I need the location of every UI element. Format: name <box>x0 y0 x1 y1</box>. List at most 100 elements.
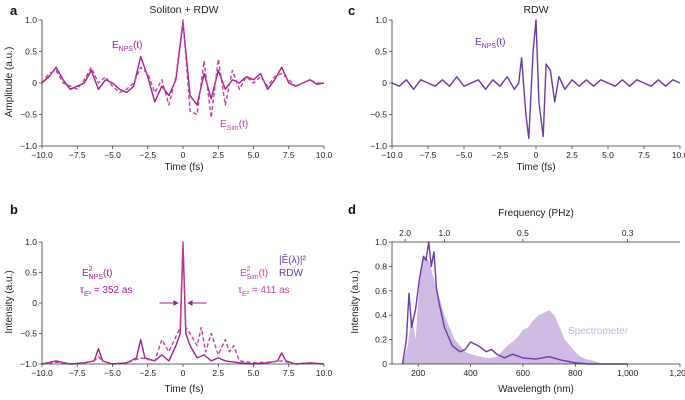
panel-d: d Frequency (PHz) 200 400 600 800 1,000 1,20 0… <box>279 202 685 395</box>
y-tick-label-b: 1.0 <box>25 237 37 247</box>
anno-a2-sub: Sim <box>227 125 239 132</box>
y-tick-label-d: 0.2 <box>375 335 387 345</box>
anno-a2-main: E <box>220 119 227 130</box>
y-tick-label-a: 1.0 <box>25 15 37 25</box>
x-tick-label-c: 7.5 <box>638 150 650 160</box>
x-tick-label-b: −7.5 <box>69 368 86 378</box>
panel-d-top-xlabel: Frequency (PHz) <box>498 208 574 219</box>
anno-b1-arg: (t) <box>103 268 112 279</box>
y-tick-label-d: 0.4 <box>375 310 387 320</box>
x-tick-label-c: 10.0 <box>672 150 685 160</box>
anno-a1-sub: NPS <box>119 46 134 53</box>
anno-b3-arg: (t) <box>259 268 268 279</box>
panel-d-annotation-rdw: RDW <box>279 268 303 279</box>
fwhm-arrowhead-left <box>173 300 179 306</box>
panel-a-ylabel: Amplitude (a.u.) <box>4 47 15 118</box>
fwhm-arrowhead-right <box>187 300 193 306</box>
y-tick-label-c: 1.0 <box>375 15 387 25</box>
panel-b-annotation-tau-nps: τE² = 352 as <box>80 285 132 298</box>
anno-b3-sub: Sim <box>247 274 259 281</box>
y-tick-label-c: −0.5 <box>370 110 387 120</box>
anno-c1-sub: NPS <box>482 43 497 50</box>
x-tick-label-d: 600 <box>516 368 530 378</box>
series-a-1 <box>41 19 324 119</box>
y-tick-label-d: 0 <box>382 359 387 369</box>
x-tick-label-d: 1,200 <box>669 368 685 378</box>
panel-d-annotation-spectrum: |Ẽ(λ)|² <box>279 253 307 266</box>
anno-a2-arg: (t) <box>239 119 248 130</box>
y-tick-label-d: 1.0 <box>375 237 387 247</box>
anno-b4-sub: E² <box>242 291 250 298</box>
panel-c-label: c <box>348 3 355 18</box>
x-tick-label-b: −5.0 <box>104 368 121 378</box>
y-tick-label-a: −1.0 <box>20 141 37 151</box>
anno-b2-sub: E² <box>84 291 92 298</box>
anno-a1-main: E <box>112 40 119 51</box>
series-c-0 <box>391 19 681 140</box>
x-tick-label-d: 200 <box>411 368 425 378</box>
x-tick-label-c: −7.5 <box>420 150 437 160</box>
top-tick-label-d: 0.3 <box>622 228 634 238</box>
x-tick-label-a: −5.0 <box>104 150 121 160</box>
panel-d-ylabel: Intensity (a.u.) <box>350 270 361 333</box>
anno-b1-sub: NPS <box>89 274 104 281</box>
panel-b-annotation-esim2: E2 Sim(t) <box>240 266 268 281</box>
x-tick-label-d: 400 <box>463 368 477 378</box>
panel-b-annotation-tau-sim: τE² = 411 as <box>238 285 290 298</box>
panel-a: a Soliton + RDW −10.0 −7.5 −5.0 −2.5 0 2.5 5.0… <box>4 3 333 173</box>
x-tick-label-b: −10.0 <box>31 368 53 378</box>
x-tick-label-b: 2.5 <box>212 368 224 378</box>
x-tick-label-b: 5.0 <box>248 368 260 378</box>
y-tick-label-a: −0.5 <box>20 110 37 120</box>
panel-b-annotation-enps2: E2 NPS(t) <box>82 266 112 281</box>
anno-b4-value: = 411 as <box>249 285 290 296</box>
panel-c-title: RDW <box>523 4 548 16</box>
plot-area-d: 200 400 600 800 1,000 1,200 0 0.2 0.4 0.6 0.8 1.0 2.… <box>375 228 685 378</box>
x-tick-label-a: 10.0 <box>316 150 333 160</box>
y-tick-label-c: −1.0 <box>370 141 387 151</box>
panel-d-annotation-spectrometer: Spectrometer <box>568 326 629 337</box>
panel-b-label: b <box>10 202 18 217</box>
x-tick-label-c: −5.0 <box>456 150 473 160</box>
y-tick-label-b: −0.5 <box>20 329 37 339</box>
anno-c1-main: E <box>475 37 482 48</box>
y-tick-label-b: −1.0 <box>20 359 37 369</box>
anno-b1-sup: 2 <box>89 266 93 273</box>
y-tick-label-b: 0.5 <box>25 268 37 278</box>
plot-area-c: −10.0 −7.5 −5.0 −2.5 0 2.5 5.0 7.5 10.0 −1.0 −0.5 0… <box>370 15 685 160</box>
series-b-1 <box>41 241 325 365</box>
x-tick-label-b: 7.5 <box>283 368 295 378</box>
x-tick-label-c: 5.0 <box>602 150 614 160</box>
x-tick-label-b: −2.5 <box>139 368 156 378</box>
x-tick-label-c: 0 <box>534 150 539 160</box>
y-tick-label-d: 0.8 <box>375 261 387 271</box>
y-tick-label-a: 0.5 <box>25 47 37 57</box>
panel-d-xlabel: Wavelength (nm) <box>498 384 574 395</box>
x-tick-label-c: 2.5 <box>566 150 578 160</box>
anno-a1-arg: (t) <box>133 40 142 51</box>
x-tick-label-a: 2.5 <box>212 150 224 160</box>
y-tick-label-a: 0 <box>32 78 37 88</box>
x-tick-label-b: 10.0 <box>316 368 333 378</box>
x-tick-label-d: 1,000 <box>617 368 639 378</box>
panel-a-annotation-esim: ESim(t) <box>220 119 248 132</box>
series-d-0 <box>402 254 602 364</box>
x-tick-label-b: 0 <box>181 368 186 378</box>
y-tick-label-d: 0.6 <box>375 286 387 296</box>
panel-c-xlabel: Time (fs) <box>516 162 555 173</box>
anno-b4-main: τ <box>238 285 242 296</box>
x-tick-label-a: −7.5 <box>69 150 86 160</box>
panel-d-label: d <box>348 202 356 217</box>
anno-b2-value: = 352 as <box>91 285 132 296</box>
x-tick-label-a: −10.0 <box>31 150 53 160</box>
x-tick-label-a: 5.0 <box>248 150 260 160</box>
x-tick-label-d: 800 <box>568 368 582 378</box>
x-tick-label-a: −2.5 <box>139 150 156 160</box>
panel-a-xlabel: Time (fs) <box>164 162 203 173</box>
x-tick-label-c: −10.0 <box>381 150 403 160</box>
x-tick-label-c: −2.5 <box>492 150 509 160</box>
anno-b1-main: E <box>82 268 89 279</box>
panel-a-title: Soliton + RDW <box>149 4 218 16</box>
anno-b3-sup: 2 <box>247 266 251 273</box>
